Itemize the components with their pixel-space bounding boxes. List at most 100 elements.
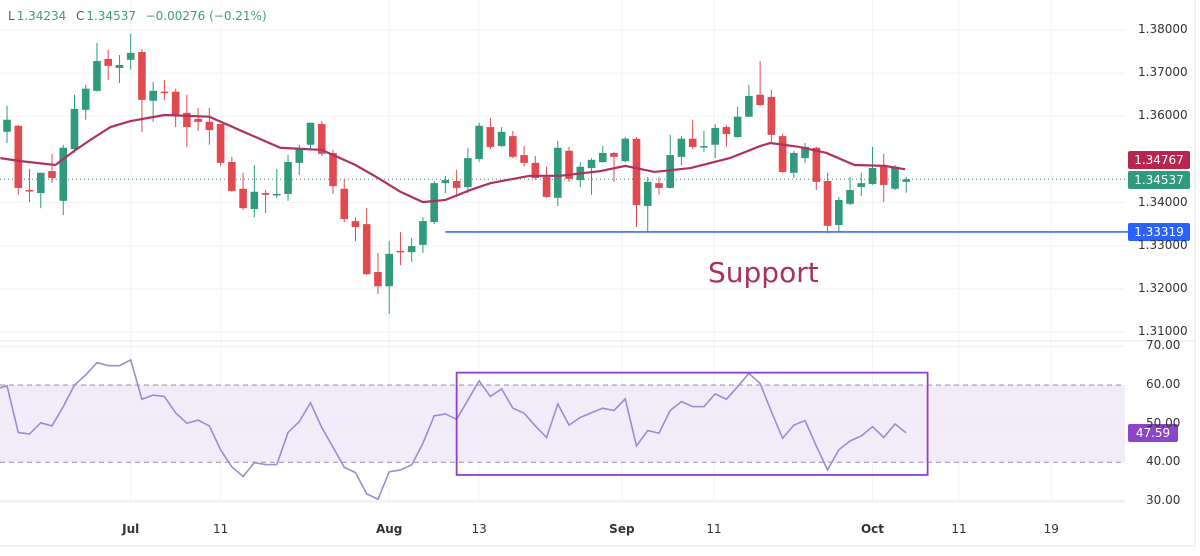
candle-body [509, 136, 517, 157]
candle-body [306, 122, 315, 145]
candle [632, 136, 641, 228]
candle-body [700, 146, 708, 148]
candle [475, 122, 483, 163]
candle [621, 136, 630, 163]
candle [70, 94, 79, 153]
moving-average-line [0, 113, 906, 204]
candle-body [722, 127, 731, 134]
candle [497, 127, 506, 147]
candle [879, 153, 888, 203]
candle-body [115, 64, 124, 68]
candle [81, 84, 90, 120]
candle [790, 150, 798, 178]
time-tick-label: Sep [609, 522, 635, 536]
price-tick-label: 1.34000 [1138, 194, 1188, 209]
candle [194, 108, 202, 131]
candle [801, 143, 809, 163]
candle [205, 108, 214, 145]
rsi-tick-label: 60.00 [1146, 377, 1181, 391]
time-tick-label: Jul [122, 522, 140, 536]
candle [542, 166, 551, 198]
candle-body [171, 91, 180, 115]
candle [756, 61, 764, 106]
candle [59, 144, 68, 216]
candle [587, 158, 596, 195]
candle-body [610, 152, 618, 157]
candle [778, 133, 787, 173]
candle [598, 146, 607, 163]
candle-body [857, 183, 866, 188]
support-price-badge: 1.33319 [1128, 223, 1190, 241]
candle-body [3, 119, 11, 132]
candle-body [104, 58, 112, 66]
candle-body [93, 61, 101, 91]
candle [25, 168, 34, 203]
candle-body [812, 147, 821, 182]
candle-body [317, 124, 326, 154]
candle-body [340, 188, 349, 219]
candle-body [711, 127, 719, 145]
candle-body [250, 191, 259, 210]
candle-body [81, 88, 90, 110]
candle [407, 237, 416, 263]
candle-body [452, 180, 461, 188]
candle [441, 175, 450, 194]
close-price-badge: 1.34537 [1128, 171, 1190, 189]
candle-body [396, 250, 405, 253]
low-value: 1.34234 [16, 9, 67, 23]
candle-body [520, 155, 528, 163]
candle-body [542, 177, 551, 197]
candle-body [228, 162, 236, 191]
candle-body [25, 190, 34, 192]
candle-body [36, 172, 45, 194]
candle-body [464, 158, 472, 188]
candle-body [48, 171, 56, 178]
candle [183, 94, 191, 147]
candle [385, 240, 393, 314]
candle [430, 180, 438, 225]
candle [284, 155, 292, 201]
candle-body [632, 138, 641, 206]
candle [36, 172, 45, 209]
candle-body [621, 138, 630, 162]
candle [464, 147, 472, 194]
time-tick-label: 11 [212, 522, 229, 536]
candle [722, 124, 731, 147]
candle-body [430, 183, 438, 222]
candle-body [655, 183, 663, 188]
candle [261, 190, 270, 213]
candle-body [565, 150, 573, 179]
candle-body [902, 179, 911, 182]
candle-body [149, 90, 157, 101]
price-tick-label: 1.37000 [1138, 65, 1188, 80]
close-value: 1.34537 [86, 9, 136, 23]
low-label: L [8, 9, 15, 23]
candle-body [14, 125, 23, 188]
candle [374, 253, 382, 295]
candle [688, 119, 697, 150]
candle [733, 106, 742, 138]
candle [520, 146, 528, 167]
candle-body [59, 147, 68, 201]
candle-body [598, 152, 607, 163]
candle-body [745, 96, 753, 117]
time-tick-label: 13 [471, 522, 487, 536]
candle [891, 165, 899, 191]
candle-body [531, 162, 540, 178]
candle-body [486, 127, 495, 147]
candle [823, 172, 832, 234]
candle [565, 146, 573, 182]
candle-body [835, 199, 843, 225]
candle-body [126, 52, 135, 60]
rsi-value-badge: 47.59 [1128, 424, 1178, 442]
price-tick-label: 1.33000 [1138, 237, 1188, 252]
candle [767, 89, 776, 142]
candle-body [351, 221, 360, 228]
time-tick-label: Oct [860, 522, 885, 536]
candle [351, 217, 360, 241]
candle [3, 105, 11, 144]
candle-body [790, 152, 798, 173]
candle [666, 134, 674, 189]
candle [273, 168, 281, 198]
